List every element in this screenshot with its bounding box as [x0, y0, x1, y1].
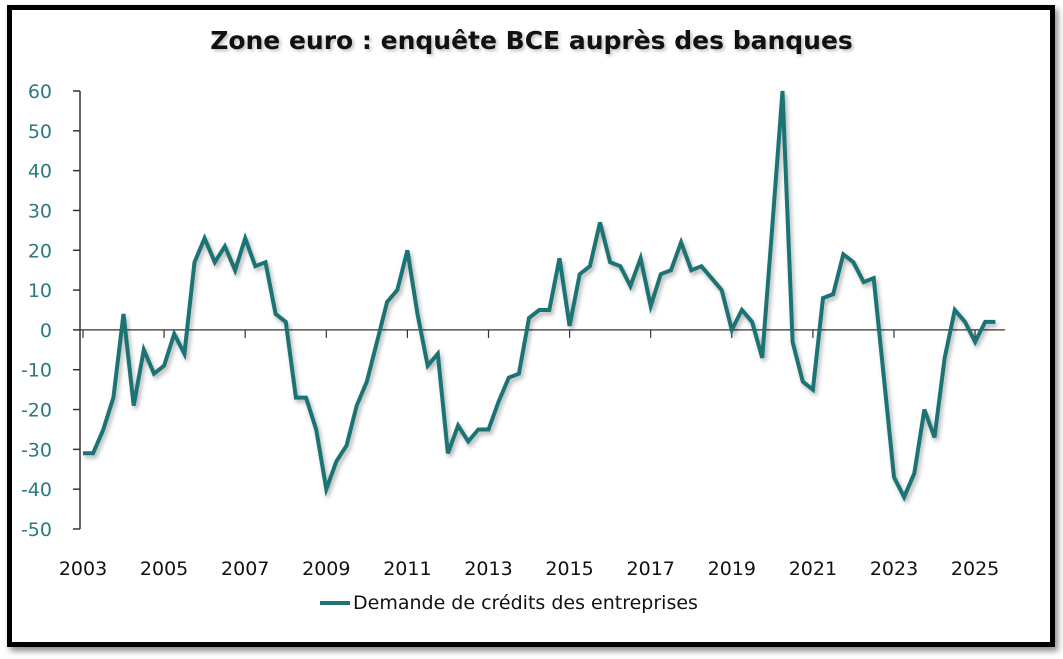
- y-tick-label: 20: [28, 240, 52, 262]
- x-tick-label: 2015: [545, 558, 593, 580]
- x-tick-label: 2013: [464, 558, 512, 580]
- legend-label: Demande de crédits des entreprises: [353, 592, 698, 614]
- chart-title: Zone euro : enquête BCE auprès des banqu…: [210, 26, 853, 55]
- x-tick-label: 2019: [708, 558, 756, 580]
- y-tick-label: 40: [28, 161, 52, 183]
- y-tick-label: -20: [21, 400, 52, 422]
- x-tick-label: 2017: [627, 558, 675, 580]
- y-tick-label: 60: [28, 81, 52, 103]
- x-tick-label: 2005: [140, 558, 188, 580]
- legend-swatch: [320, 601, 350, 605]
- y-tick-label: 10: [28, 280, 52, 302]
- y-tick-label: 0: [40, 320, 52, 342]
- x-tick-label: 2025: [951, 558, 999, 580]
- x-tick-label: 2023: [870, 558, 918, 580]
- y-tick-label: -50: [21, 519, 52, 541]
- series-line: [83, 90, 996, 502]
- x-tick-label: 2021: [789, 558, 837, 580]
- x-tick-label: 2003: [59, 558, 107, 580]
- legend: Demande de crédits des entreprises: [320, 592, 698, 614]
- x-tick-label: 2009: [302, 558, 350, 580]
- y-tick-label: -40: [21, 479, 52, 501]
- y-tick-label: 50: [28, 121, 52, 143]
- y-tick-label: 30: [28, 200, 52, 222]
- x-tick-label: 2007: [221, 558, 269, 580]
- y-tick-label: -10: [21, 360, 52, 382]
- x-tick-label: 2011: [383, 558, 431, 580]
- y-tick-label: -30: [21, 439, 52, 461]
